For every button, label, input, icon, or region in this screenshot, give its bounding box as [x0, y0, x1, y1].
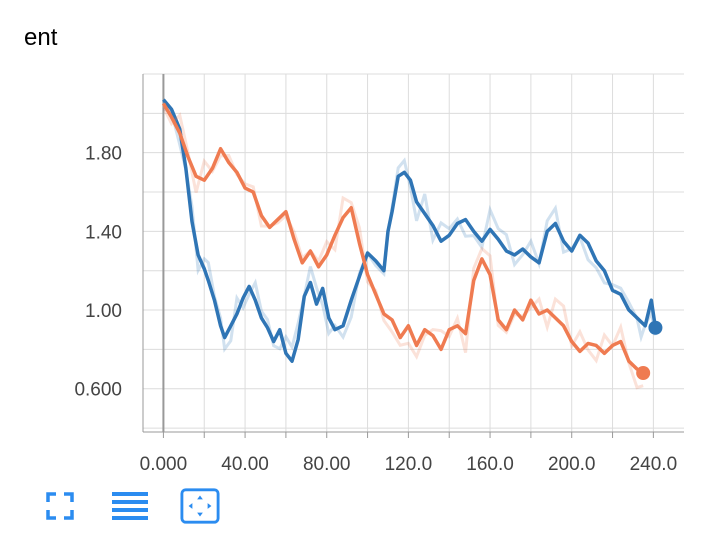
chart-toolbar	[40, 486, 220, 526]
series-end-marker	[648, 320, 663, 335]
fit-domain-icon	[180, 488, 220, 524]
x-tick-label: 160.0	[466, 454, 514, 475]
y-tick-label: 0.600	[74, 380, 122, 401]
list-icon	[112, 492, 148, 520]
x-tick-label: 0.000	[140, 454, 188, 475]
fullscreen-button[interactable]	[40, 486, 80, 526]
y-tick-label: 1.40	[85, 222, 122, 243]
series-end-marker	[636, 365, 651, 380]
series-layer	[161, 98, 663, 390]
x-tick-label: 120.0	[385, 454, 433, 475]
tick-labels: 0.000 40.00 80.00 120.0 160.0 200.0 240.0 0.600…	[74, 144, 677, 475]
fullscreen-icon	[46, 492, 74, 520]
chart-plot[interactable]: 0.000 40.00 80.00 120.0 160.0 200.0 240.0 0.600…	[0, 0, 704, 480]
x-tick-label: 40.00	[221, 454, 269, 475]
chart-title: ent	[24, 24, 58, 51]
x-tick-label: 240.0	[630, 454, 678, 475]
y-tick-label: 1.80	[85, 144, 122, 165]
y-tick-label: 1.00	[85, 301, 122, 322]
series-line	[161, 102, 645, 375]
axes	[142, 74, 684, 438]
grid	[143, 73, 684, 432]
x-tick-label: 200.0	[548, 454, 596, 475]
toggle-log-scale-button[interactable]	[110, 486, 150, 526]
fit-domain-button[interactable]	[180, 486, 220, 526]
x-tick-label: 80.00	[303, 454, 351, 475]
series-line	[162, 98, 658, 363]
